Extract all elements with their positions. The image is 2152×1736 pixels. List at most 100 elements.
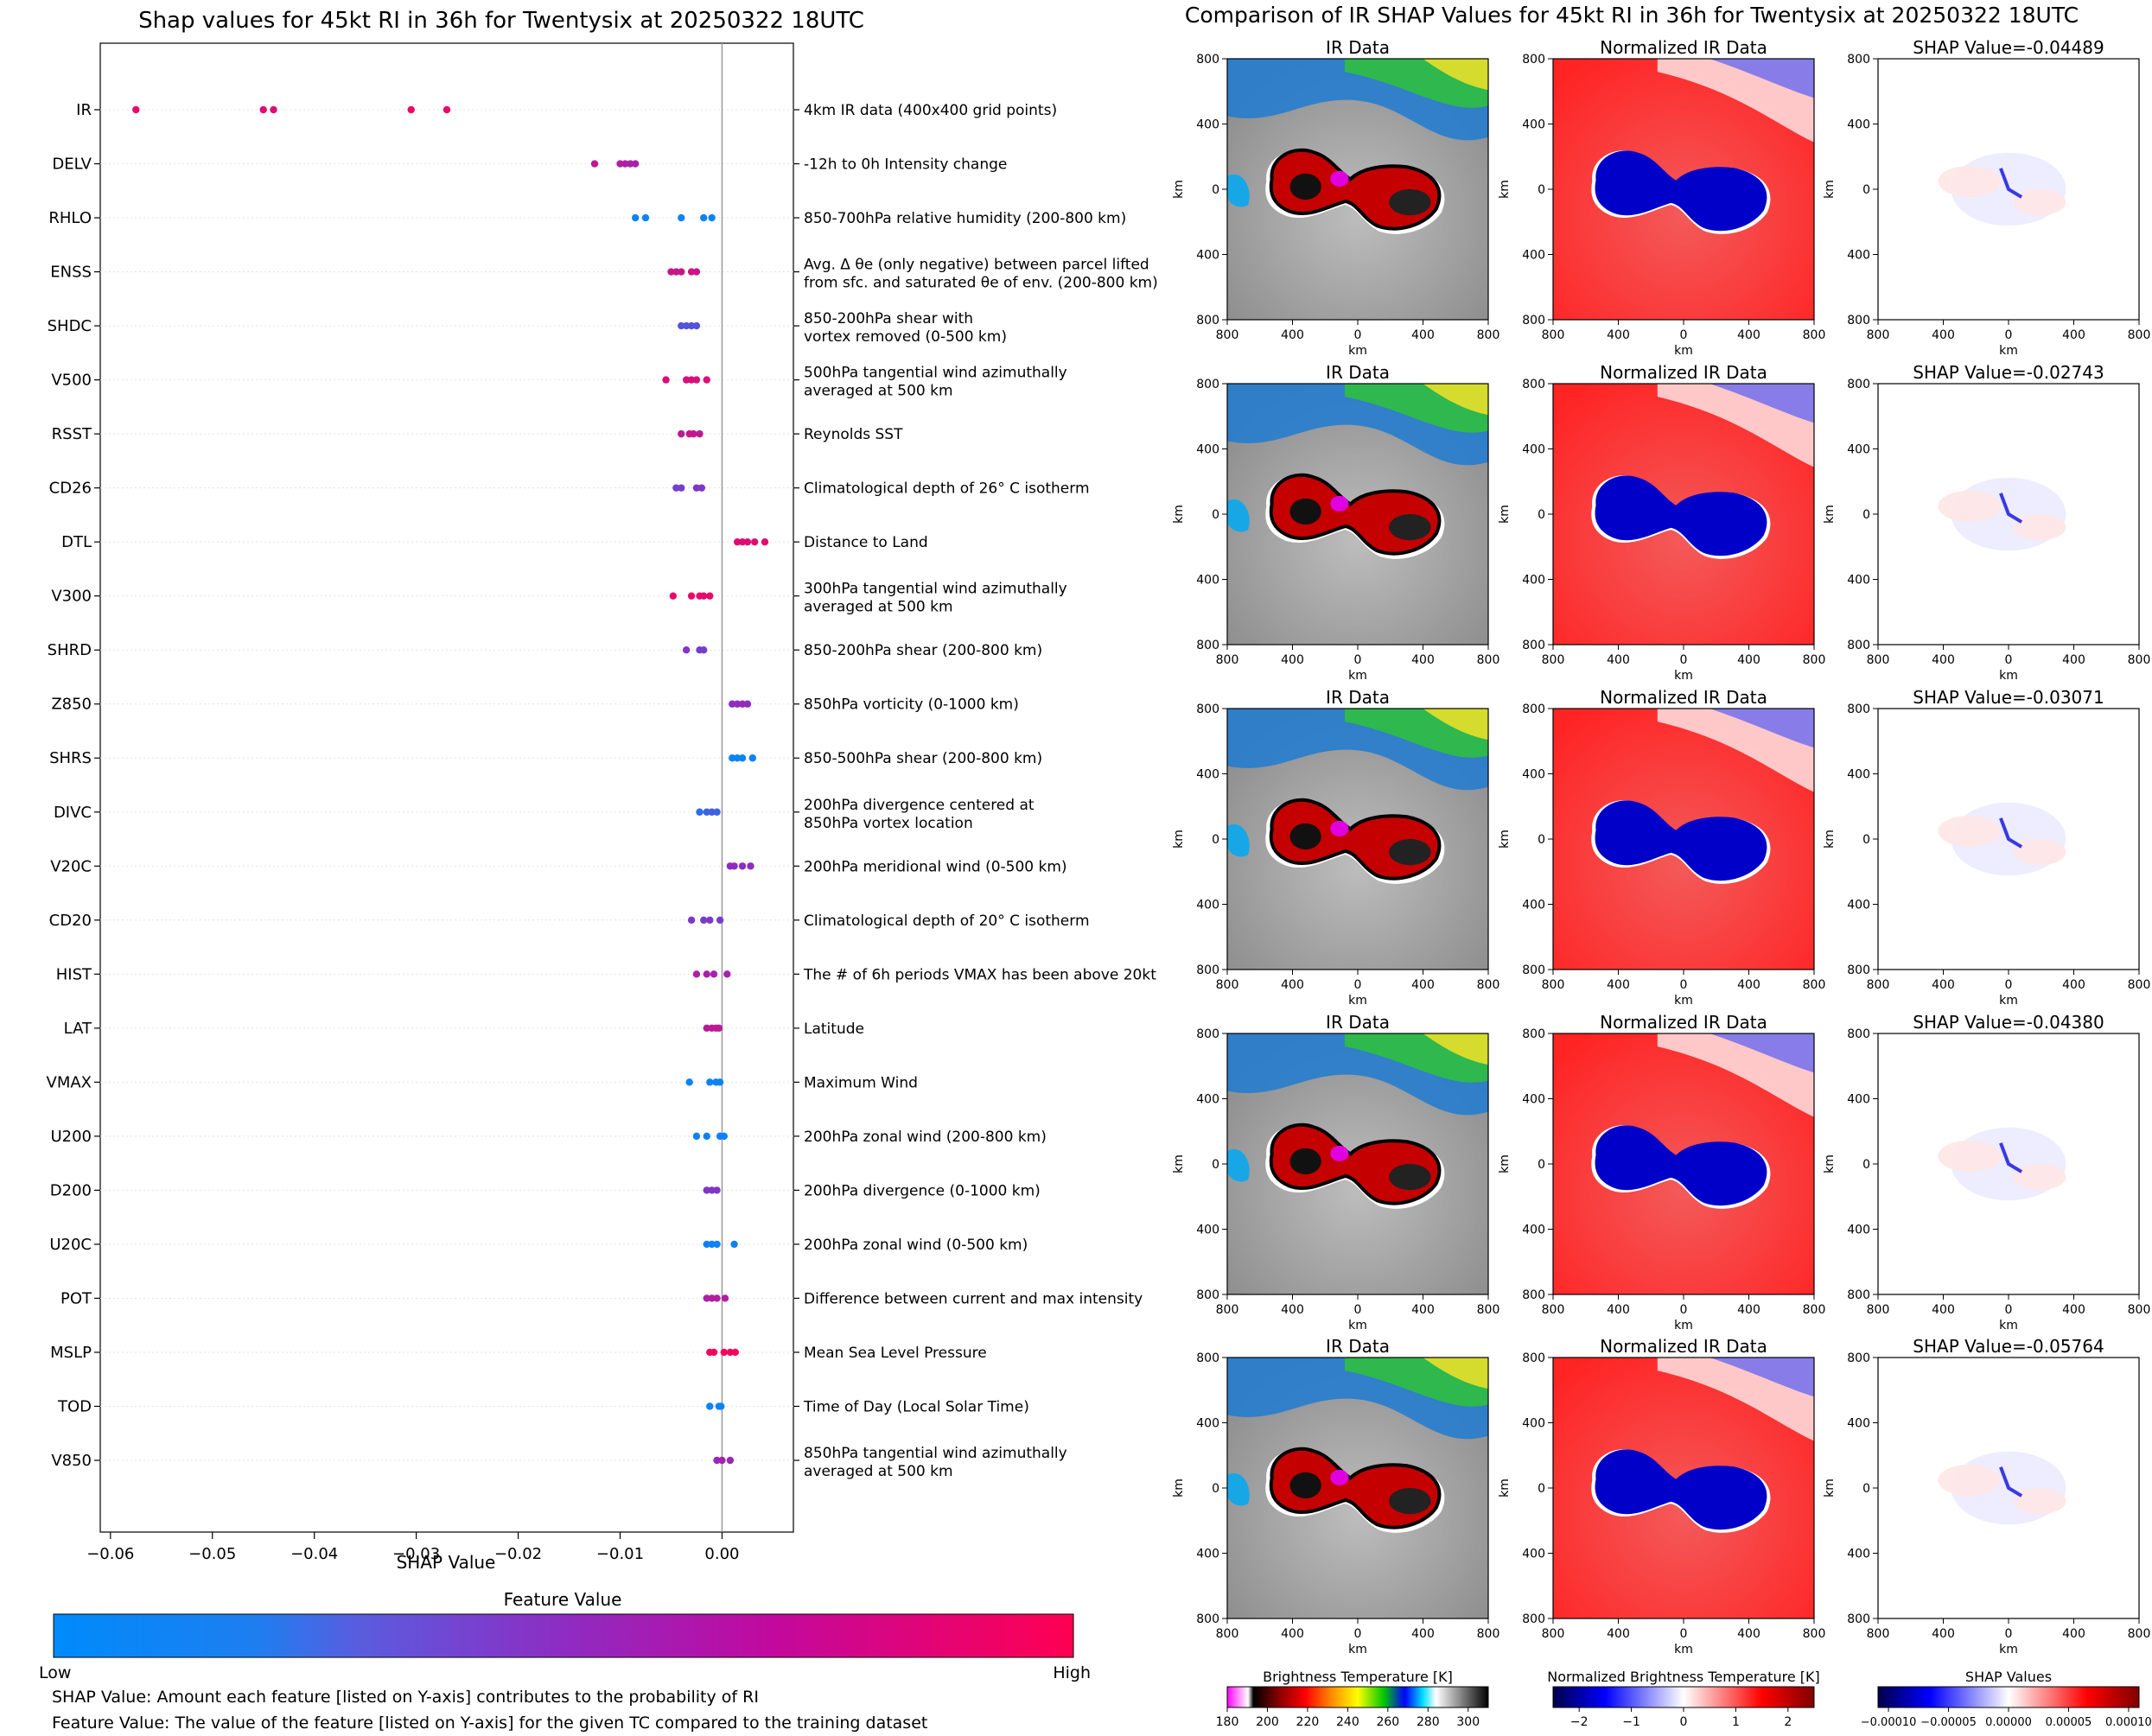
km-tick-label: 800 [1196, 1288, 1219, 1302]
storm-cloud-shape [1595, 475, 1767, 556]
km-tick-label: 400 [1932, 328, 1955, 342]
colorbar-tick-label: 240 [1336, 1715, 1359, 1729]
shap-point-u20c [703, 1240, 710, 1249]
shap-map-panel: SHAP Value=-0.02743800800400400004004008… [1823, 362, 2150, 683]
km-tick-label: 400 [1847, 899, 1870, 913]
shap-point-u200 [720, 1132, 728, 1141]
shap-point-lat [715, 1024, 723, 1033]
normalized-ir-panel: Normalized IR Data8008004004000040040080… [1498, 1336, 1825, 1657]
km-tick-label: 0 [1862, 508, 1870, 522]
km-tick-label: 0 [1538, 508, 1545, 522]
shap-point-cd26 [697, 484, 706, 492]
km-tick-label: 800 [1803, 1627, 1826, 1641]
km-tick-label: 0 [1212, 1482, 1219, 1496]
shap-point-v300 [700, 592, 708, 600]
km-tick-label: 400 [1522, 249, 1545, 263]
km-tick-label: 0 [2005, 1627, 2013, 1641]
shap-point-ir [442, 105, 451, 114]
km-tick-label: 400 [1737, 1627, 1760, 1641]
km-tick-label: 400 [1281, 653, 1304, 667]
km-tick-label: 0 [1538, 833, 1545, 847]
km-tick-label: 0 [2005, 978, 2013, 992]
feature-description-v300: 300hPa tangential wind azimuthally [804, 581, 1067, 598]
km-tick-label: 800 [1477, 328, 1500, 342]
x-tick-label: −0.02 [494, 1545, 542, 1563]
km-tick-label: 0 [1680, 978, 1688, 992]
colorbar-tick-label: 1 [1732, 1715, 1740, 1729]
shap-summary-plot: Shap values for 45kt RI in 36h for Twent… [39, 8, 1158, 1682]
shap-point-v300 [706, 592, 714, 600]
km-tick-label: 0 [1212, 1158, 1219, 1172]
feature-description-mslp: Mean Sea Level Pressure [804, 1345, 987, 1362]
feature-description-shdc: 850-200hPa shear with [804, 310, 973, 327]
colorbar-tick-label: 280 [1417, 1715, 1440, 1729]
shap-point-hist [692, 970, 701, 978]
km-tick-label: 800 [1867, 1303, 1890, 1317]
shap-points [132, 105, 769, 1465]
shap-point-shrs [748, 754, 757, 762]
shap-point-v850 [726, 1456, 735, 1465]
shap-positive-region [1938, 1140, 2001, 1173]
km-tick-label: 400 [1411, 1627, 1435, 1641]
x-axis-km-label: km [1348, 1643, 1367, 1657]
x-axis-ticks: −0.06 −0.05 −0.04 −0.03 −0.02 −0.01 0.00 [86, 1532, 739, 1563]
shap-point-ir [132, 105, 140, 114]
colorbar-tick-label: 220 [1296, 1715, 1320, 1729]
shap-point-pot [713, 1294, 721, 1302]
km-tick-label: 400 [1196, 1548, 1219, 1561]
km-tick-label: 800 [1196, 1027, 1219, 1041]
cold-cloud-band [1423, 59, 1488, 91]
shap-point-shdc [687, 321, 696, 330]
shap-point-cd26 [672, 484, 680, 492]
km-tick-label: 400 [1607, 1303, 1630, 1317]
km-tick-label: 0 [1538, 1482, 1545, 1496]
shap-point-v300 [669, 592, 678, 600]
km-tick-label: 800 [1216, 1627, 1239, 1641]
feature-description-z850: 850hPa vorticity (0-1000 km) [804, 696, 1019, 714]
km-tick-label: 400 [1932, 978, 1955, 992]
panel-title-normalized: Normalized IR Data [1600, 1012, 1767, 1033]
km-tick-label: 400 [1522, 1093, 1545, 1107]
shap-point-rhlo [700, 213, 708, 222]
shap-point-rhlo [631, 213, 640, 222]
feature-description-u20c: 200hPa zonal wind (0-500 km) [804, 1237, 1028, 1254]
feature-label-ir: IR [76, 101, 92, 119]
panel-title-ir: IR Data [1326, 687, 1390, 708]
y-axis-km-label: km [1498, 1154, 1512, 1173]
x-axis-km-label: km [1348, 994, 1367, 1008]
km-tick-label: 800 [1803, 653, 1826, 667]
km-tick-label: 0 [1212, 183, 1219, 197]
feature-value-colorbar [53, 1613, 1074, 1658]
km-tick-label: 400 [1196, 118, 1219, 132]
km-tick-label: 400 [1196, 249, 1219, 263]
shap-point-u200 [703, 1132, 710, 1141]
x-tick-label: −0.05 [188, 1545, 236, 1563]
cold-cloud-band [1423, 709, 1488, 741]
shap-point-d200 [703, 1186, 710, 1194]
x-axis-km-label: km [1674, 1319, 1693, 1332]
km-tick-label: 800 [1196, 1612, 1219, 1626]
y-axis-km-label: km [1172, 1154, 1186, 1173]
feature-description-ir: 4km IR data (400x400 grid points) [804, 102, 1057, 119]
cold-cloud-band [1423, 384, 1488, 416]
feature-description-tod: Time of Day (Local Solar Time) [803, 1398, 1029, 1415]
shap-point-enss [692, 268, 701, 276]
panel-title-ir: IR Data [1326, 362, 1390, 383]
colorbar-title: SHAP Values [1965, 1669, 2052, 1685]
x-axis-km-label: km [1999, 1643, 2018, 1657]
shap-point-pot [703, 1294, 710, 1302]
shap-positive-region [1938, 165, 2001, 198]
cold-cloud-band [1227, 1148, 1250, 1182]
shap-point-pot [721, 1294, 729, 1302]
row-gridlines [100, 109, 793, 1461]
km-tick-label: 800 [1542, 653, 1565, 667]
shap-point-tod [717, 1402, 725, 1410]
km-tick-label: 800 [1847, 53, 1870, 67]
km-tick-label: 800 [2128, 978, 2151, 992]
km-tick-label: 800 [1847, 703, 1870, 716]
km-tick-label: 0 [1680, 1627, 1688, 1641]
shap-point-divc [708, 808, 716, 816]
